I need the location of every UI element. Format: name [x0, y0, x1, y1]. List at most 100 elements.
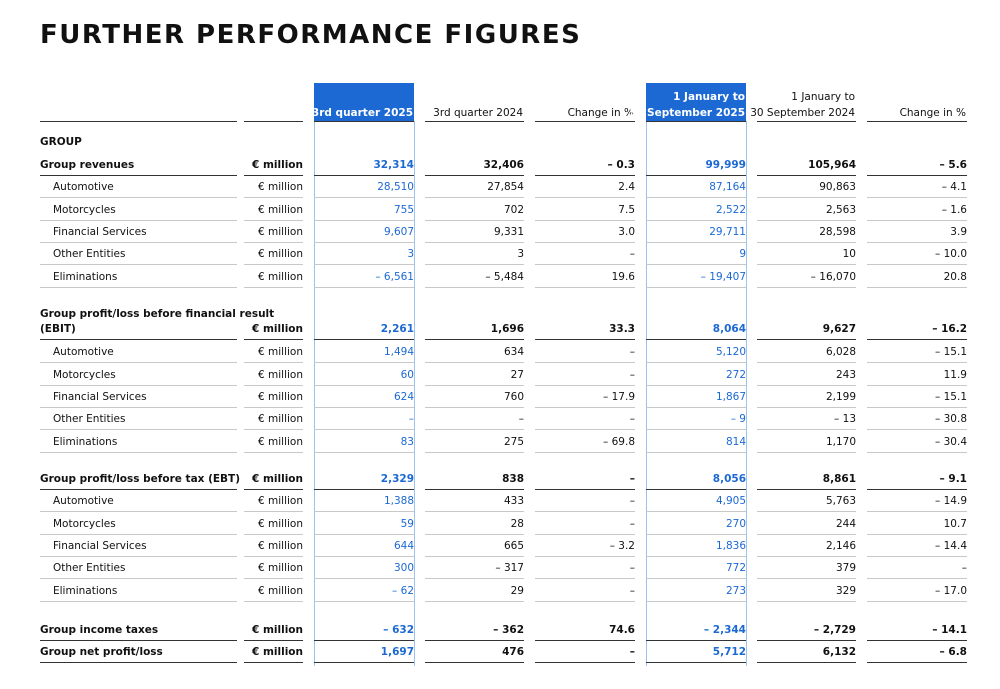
- rule: [244, 578, 303, 580]
- row-unit: € million: [252, 624, 303, 636]
- rule: [425, 600, 524, 602]
- column-rule: [414, 121, 415, 666]
- rule: [314, 640, 414, 641]
- cell-value: 4,905: [715, 495, 746, 508]
- column-header: 3rd quarter 2025: [311, 107, 413, 119]
- cell-value: –: [629, 248, 635, 261]
- rule: [867, 264, 967, 266]
- rule: [425, 264, 524, 266]
- rule: [244, 286, 303, 288]
- cell-value: 9,627: [822, 323, 856, 335]
- cell-value: 624: [393, 390, 414, 403]
- rule: [535, 197, 635, 199]
- rule: [314, 511, 414, 513]
- row-label: Automotive: [53, 346, 114, 359]
- rule: [40, 511, 237, 513]
- rule: [646, 640, 746, 641]
- row-label: Eliminations: [53, 435, 118, 448]
- cell-value: 2,146: [825, 539, 856, 552]
- rule: [867, 121, 967, 122]
- row-unit: € million: [258, 225, 303, 238]
- row-unit: € million: [252, 646, 303, 658]
- highlight-header: [646, 83, 746, 121]
- rule: [314, 121, 414, 122]
- rule: [244, 533, 303, 535]
- rule: [757, 406, 856, 408]
- rule: [757, 264, 856, 266]
- rule: [314, 555, 414, 557]
- rule: [40, 241, 237, 243]
- rule: [314, 489, 414, 490]
- rule: [867, 451, 967, 453]
- cell-value: 59: [400, 517, 414, 530]
- rule: [867, 384, 967, 386]
- rule: [425, 511, 524, 513]
- cell-value: 1,696: [490, 323, 524, 335]
- rule: [535, 406, 635, 408]
- rule: [244, 600, 303, 602]
- rule: [425, 175, 524, 176]
- rule: [646, 489, 746, 490]
- cell-value: 6,132: [822, 646, 856, 658]
- cell-value: 2,522: [715, 203, 746, 216]
- cell-value: 29: [510, 584, 524, 597]
- rule: [40, 362, 237, 364]
- rule: [314, 662, 414, 663]
- rule: [425, 578, 524, 580]
- cell-value: – 14.4: [935, 539, 967, 552]
- cell-value: 1,388: [383, 495, 414, 508]
- rule: [535, 175, 635, 176]
- cell-value: – 6,561: [375, 270, 414, 283]
- rule: [425, 384, 524, 386]
- column-header: 30 September 2025: [628, 107, 745, 119]
- rule: [244, 264, 303, 266]
- row-label: Other Entities: [53, 413, 126, 426]
- rule: [535, 489, 635, 490]
- rule: [535, 362, 635, 364]
- column-rule: [314, 121, 315, 666]
- row-label: Motorcycles: [53, 368, 116, 381]
- cell-value: 9,331: [493, 225, 524, 238]
- rule: [867, 286, 967, 288]
- cell-value: 476: [502, 646, 524, 658]
- rule: [40, 451, 237, 453]
- cell-value: –: [629, 368, 635, 381]
- row-label: Eliminations: [53, 584, 118, 597]
- rule: [314, 362, 414, 364]
- cell-value: 270: [725, 517, 746, 530]
- cell-value: 7.5: [618, 203, 635, 216]
- cell-value: – 9.1: [939, 473, 967, 485]
- rule: [867, 339, 967, 340]
- rule: [244, 121, 303, 122]
- cell-value: 5,712: [712, 646, 746, 658]
- rule: [535, 429, 635, 431]
- rule: [535, 451, 635, 453]
- rule: [535, 511, 635, 513]
- rule: [646, 511, 746, 513]
- rule: [646, 451, 746, 453]
- cell-value: 838: [502, 473, 524, 485]
- rule: [244, 451, 303, 453]
- rule: [646, 197, 746, 199]
- cell-value: 32,314: [373, 159, 414, 171]
- cell-value: –: [629, 646, 635, 658]
- cell-value: 243: [835, 368, 856, 381]
- cell-value: 6,028: [825, 346, 856, 359]
- rule: [867, 600, 967, 602]
- cell-value: – 2,344: [703, 624, 746, 636]
- cell-value: –: [518, 413, 524, 426]
- cell-value: – 632: [383, 624, 414, 636]
- cell-value: 2,329: [380, 473, 414, 485]
- rule: [40, 339, 237, 340]
- rule: [425, 429, 524, 431]
- rule: [425, 286, 524, 288]
- rule: [535, 533, 635, 535]
- rule: [535, 241, 635, 243]
- rule: [757, 362, 856, 364]
- row-label: Group net profit/loss: [40, 646, 163, 658]
- cell-value: 11.9: [943, 368, 967, 381]
- cell-value: 90,863: [819, 181, 856, 194]
- rule: [535, 600, 635, 602]
- cell-value: – 2,729: [813, 624, 856, 636]
